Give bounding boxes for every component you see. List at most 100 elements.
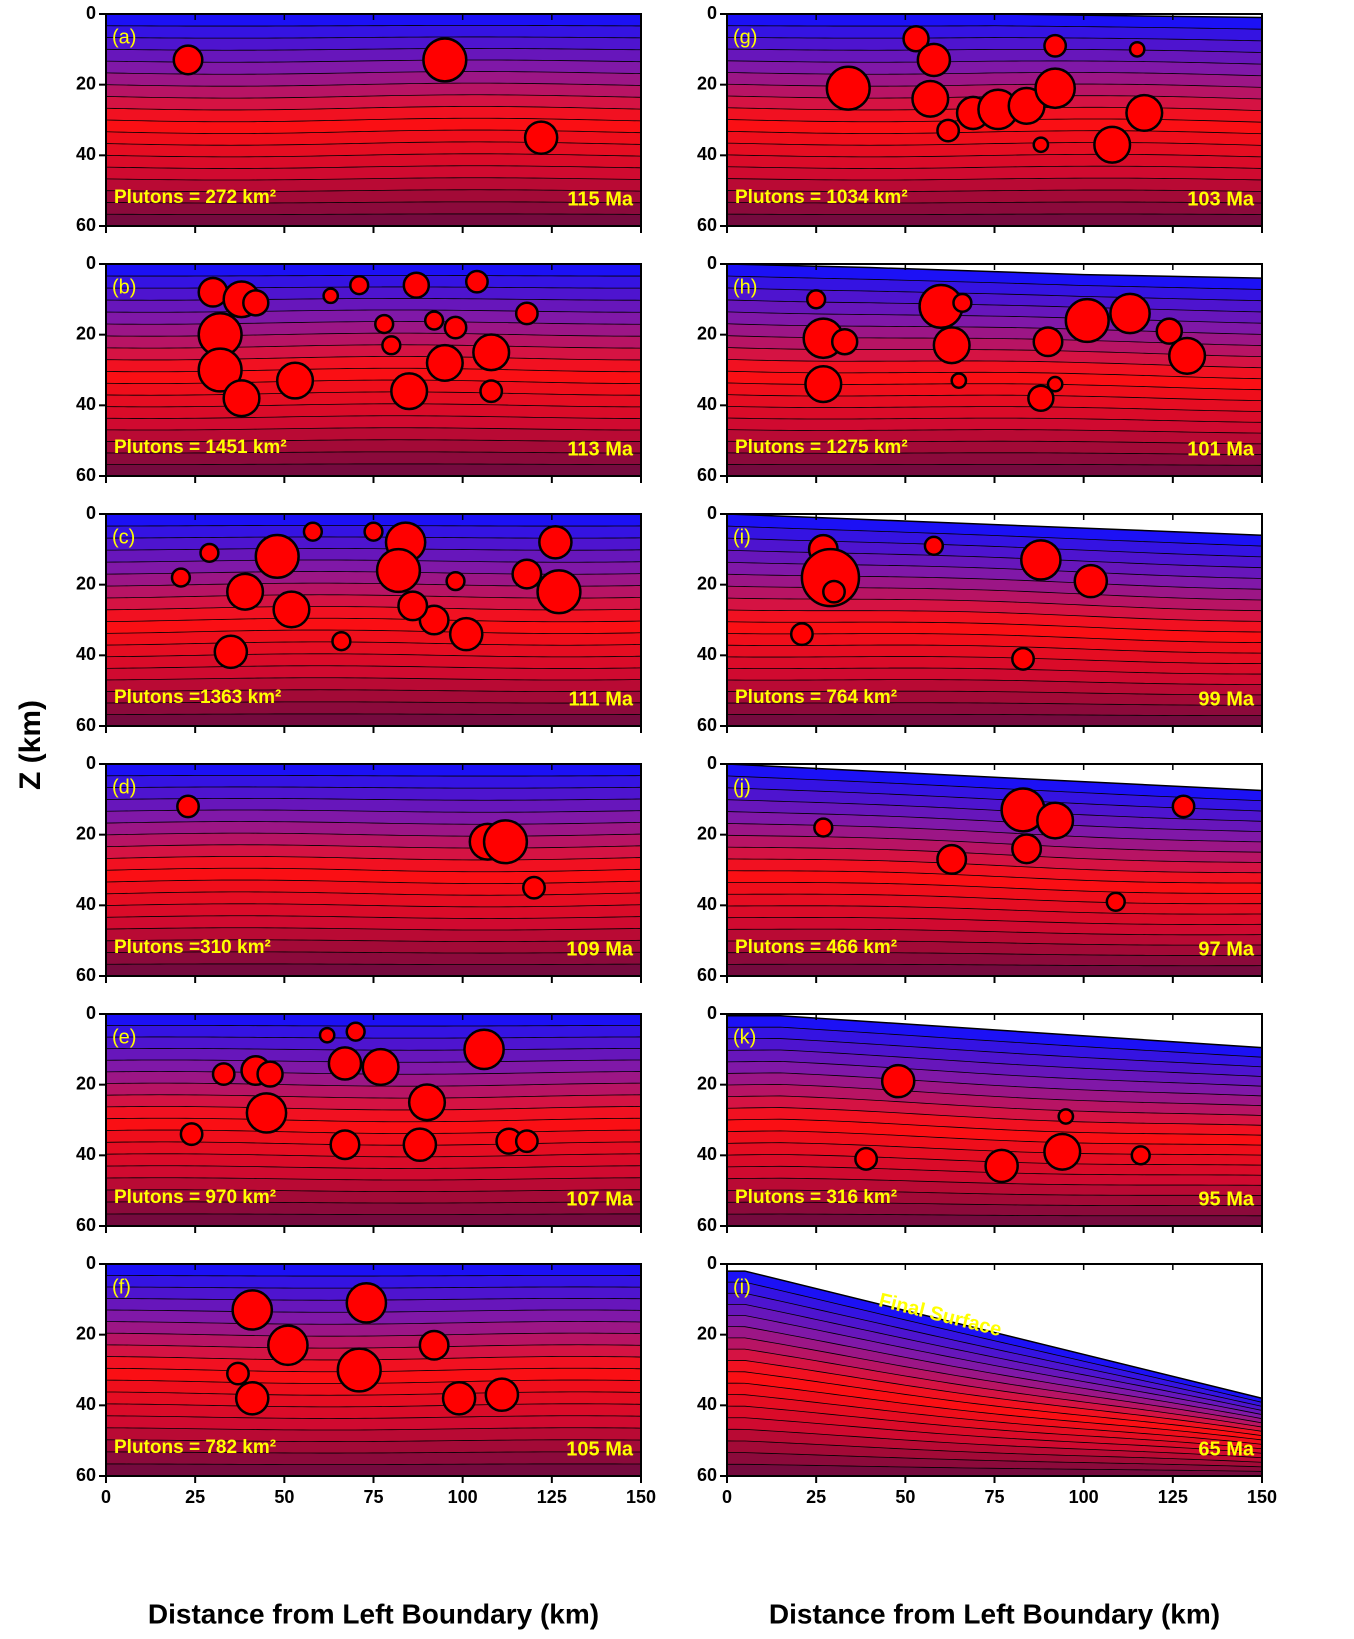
contour-line bbox=[727, 1061, 1262, 1087]
layer-band bbox=[106, 903, 641, 919]
panel: 0 20 40 60 (d) Plutons =310 km² 109 Ma bbox=[76, 753, 642, 985]
contour-line bbox=[106, 832, 641, 837]
pluton bbox=[1105, 891, 1126, 912]
contour-line bbox=[727, 1213, 1262, 1217]
layer-band bbox=[727, 1315, 1262, 1419]
layer-band bbox=[727, 1202, 1262, 1216]
layer-band bbox=[106, 775, 641, 789]
pluton bbox=[1036, 801, 1075, 840]
section-body bbox=[106, 14, 641, 226]
pluton bbox=[234, 1380, 270, 1416]
contour-line bbox=[106, 82, 641, 87]
layer-band bbox=[727, 702, 1262, 716]
contour-line bbox=[727, 60, 1262, 65]
y-tick-label: 0 bbox=[86, 753, 96, 773]
pluton bbox=[1125, 93, 1164, 133]
pluton bbox=[402, 1127, 438, 1163]
y-tick-label: 60 bbox=[76, 1215, 96, 1235]
contour-line bbox=[106, 775, 641, 777]
pluton bbox=[349, 275, 370, 296]
contour-line bbox=[727, 1281, 1262, 1403]
y-tick-label: 40 bbox=[76, 144, 96, 164]
pluton bbox=[472, 333, 511, 372]
contour-line bbox=[106, 1082, 641, 1087]
pluton bbox=[479, 379, 504, 404]
section-body bbox=[106, 1014, 641, 1226]
layer-band bbox=[727, 25, 1262, 41]
age-label: 107 Ma bbox=[566, 1188, 634, 1210]
section-body bbox=[727, 14, 1262, 226]
pluton bbox=[825, 65, 871, 111]
contour-line bbox=[106, 403, 641, 408]
pluton bbox=[397, 590, 429, 622]
contour-line bbox=[727, 275, 1262, 290]
y-tick-label: 60 bbox=[697, 1465, 717, 1485]
layer-band bbox=[106, 1463, 641, 1476]
layer-band bbox=[727, 562, 1262, 590]
y-tick-label: 60 bbox=[697, 1215, 717, 1235]
contour-line bbox=[727, 1130, 1262, 1146]
pluton-area: Plutons = 1275 km² bbox=[735, 437, 908, 458]
layer-band bbox=[106, 665, 641, 681]
layer-band bbox=[727, 787, 1262, 822]
layer-band bbox=[727, 202, 1262, 215]
contour-line bbox=[727, 201, 1262, 204]
pluton-area: Plutons = 466 km² bbox=[735, 937, 897, 958]
pluton bbox=[256, 1060, 284, 1088]
contour-line bbox=[106, 879, 641, 884]
layer-band bbox=[727, 335, 1262, 357]
contour-line bbox=[727, 893, 1262, 905]
pluton bbox=[327, 1046, 363, 1081]
contour-line bbox=[106, 689, 641, 692]
layer-band bbox=[727, 526, 1262, 557]
panel: 0 20 40 60 (g) Plutons = 1034 km² 103 Ma bbox=[697, 3, 1263, 235]
pluton bbox=[425, 343, 464, 383]
y-tick-label: 60 bbox=[697, 215, 717, 235]
layer-band bbox=[727, 656, 1262, 675]
contour-line bbox=[106, 1427, 641, 1431]
layer-band bbox=[106, 915, 641, 931]
layer-band bbox=[106, 153, 641, 169]
y-tick-label: 40 bbox=[76, 1144, 96, 1164]
section-body bbox=[727, 514, 1262, 726]
y-tick-label: 0 bbox=[707, 3, 717, 23]
age-label: 109 Ma bbox=[566, 938, 634, 960]
layer-band bbox=[727, 847, 1262, 873]
age-label: 111 Ma bbox=[568, 688, 633, 710]
x-tick-label: 75 bbox=[984, 1487, 1004, 1507]
contour-line bbox=[727, 417, 1262, 423]
pluton bbox=[1032, 326, 1064, 358]
layer-band bbox=[106, 94, 641, 110]
y-tick-label: 20 bbox=[697, 1323, 717, 1343]
layer-band bbox=[106, 559, 641, 575]
pluton bbox=[213, 634, 249, 670]
contour-line bbox=[106, 1213, 641, 1215]
contour-line bbox=[106, 332, 641, 337]
age-label: 95 Ma bbox=[1198, 1188, 1254, 1210]
layer-band bbox=[106, 36, 641, 51]
layer-band bbox=[106, 1177, 641, 1192]
layer-band bbox=[727, 1072, 1262, 1106]
age-label: 115 Ma bbox=[567, 188, 633, 210]
layer-band bbox=[106, 1094, 641, 1110]
x-tick-label: 0 bbox=[722, 1487, 732, 1507]
contour-line bbox=[727, 1107, 1262, 1126]
layer-band bbox=[727, 371, 1262, 390]
contour-line bbox=[727, 656, 1262, 664]
pluton bbox=[1027, 384, 1055, 412]
layer-band bbox=[106, 1333, 641, 1349]
age-label: 105 Ma bbox=[566, 1438, 634, 1460]
layer-band bbox=[727, 1027, 1262, 1067]
layer-band bbox=[106, 536, 641, 551]
layer-band bbox=[106, 1427, 641, 1442]
contour-line bbox=[727, 609, 1262, 622]
layer-band bbox=[106, 689, 641, 704]
pluton bbox=[254, 533, 300, 580]
layer-band bbox=[727, 964, 1262, 976]
layer-band bbox=[727, 1095, 1262, 1126]
pluton bbox=[441, 1380, 477, 1416]
contour-line bbox=[727, 405, 1262, 412]
contour-line bbox=[727, 882, 1262, 894]
pluton bbox=[170, 567, 192, 588]
contour-line bbox=[727, 165, 1262, 169]
